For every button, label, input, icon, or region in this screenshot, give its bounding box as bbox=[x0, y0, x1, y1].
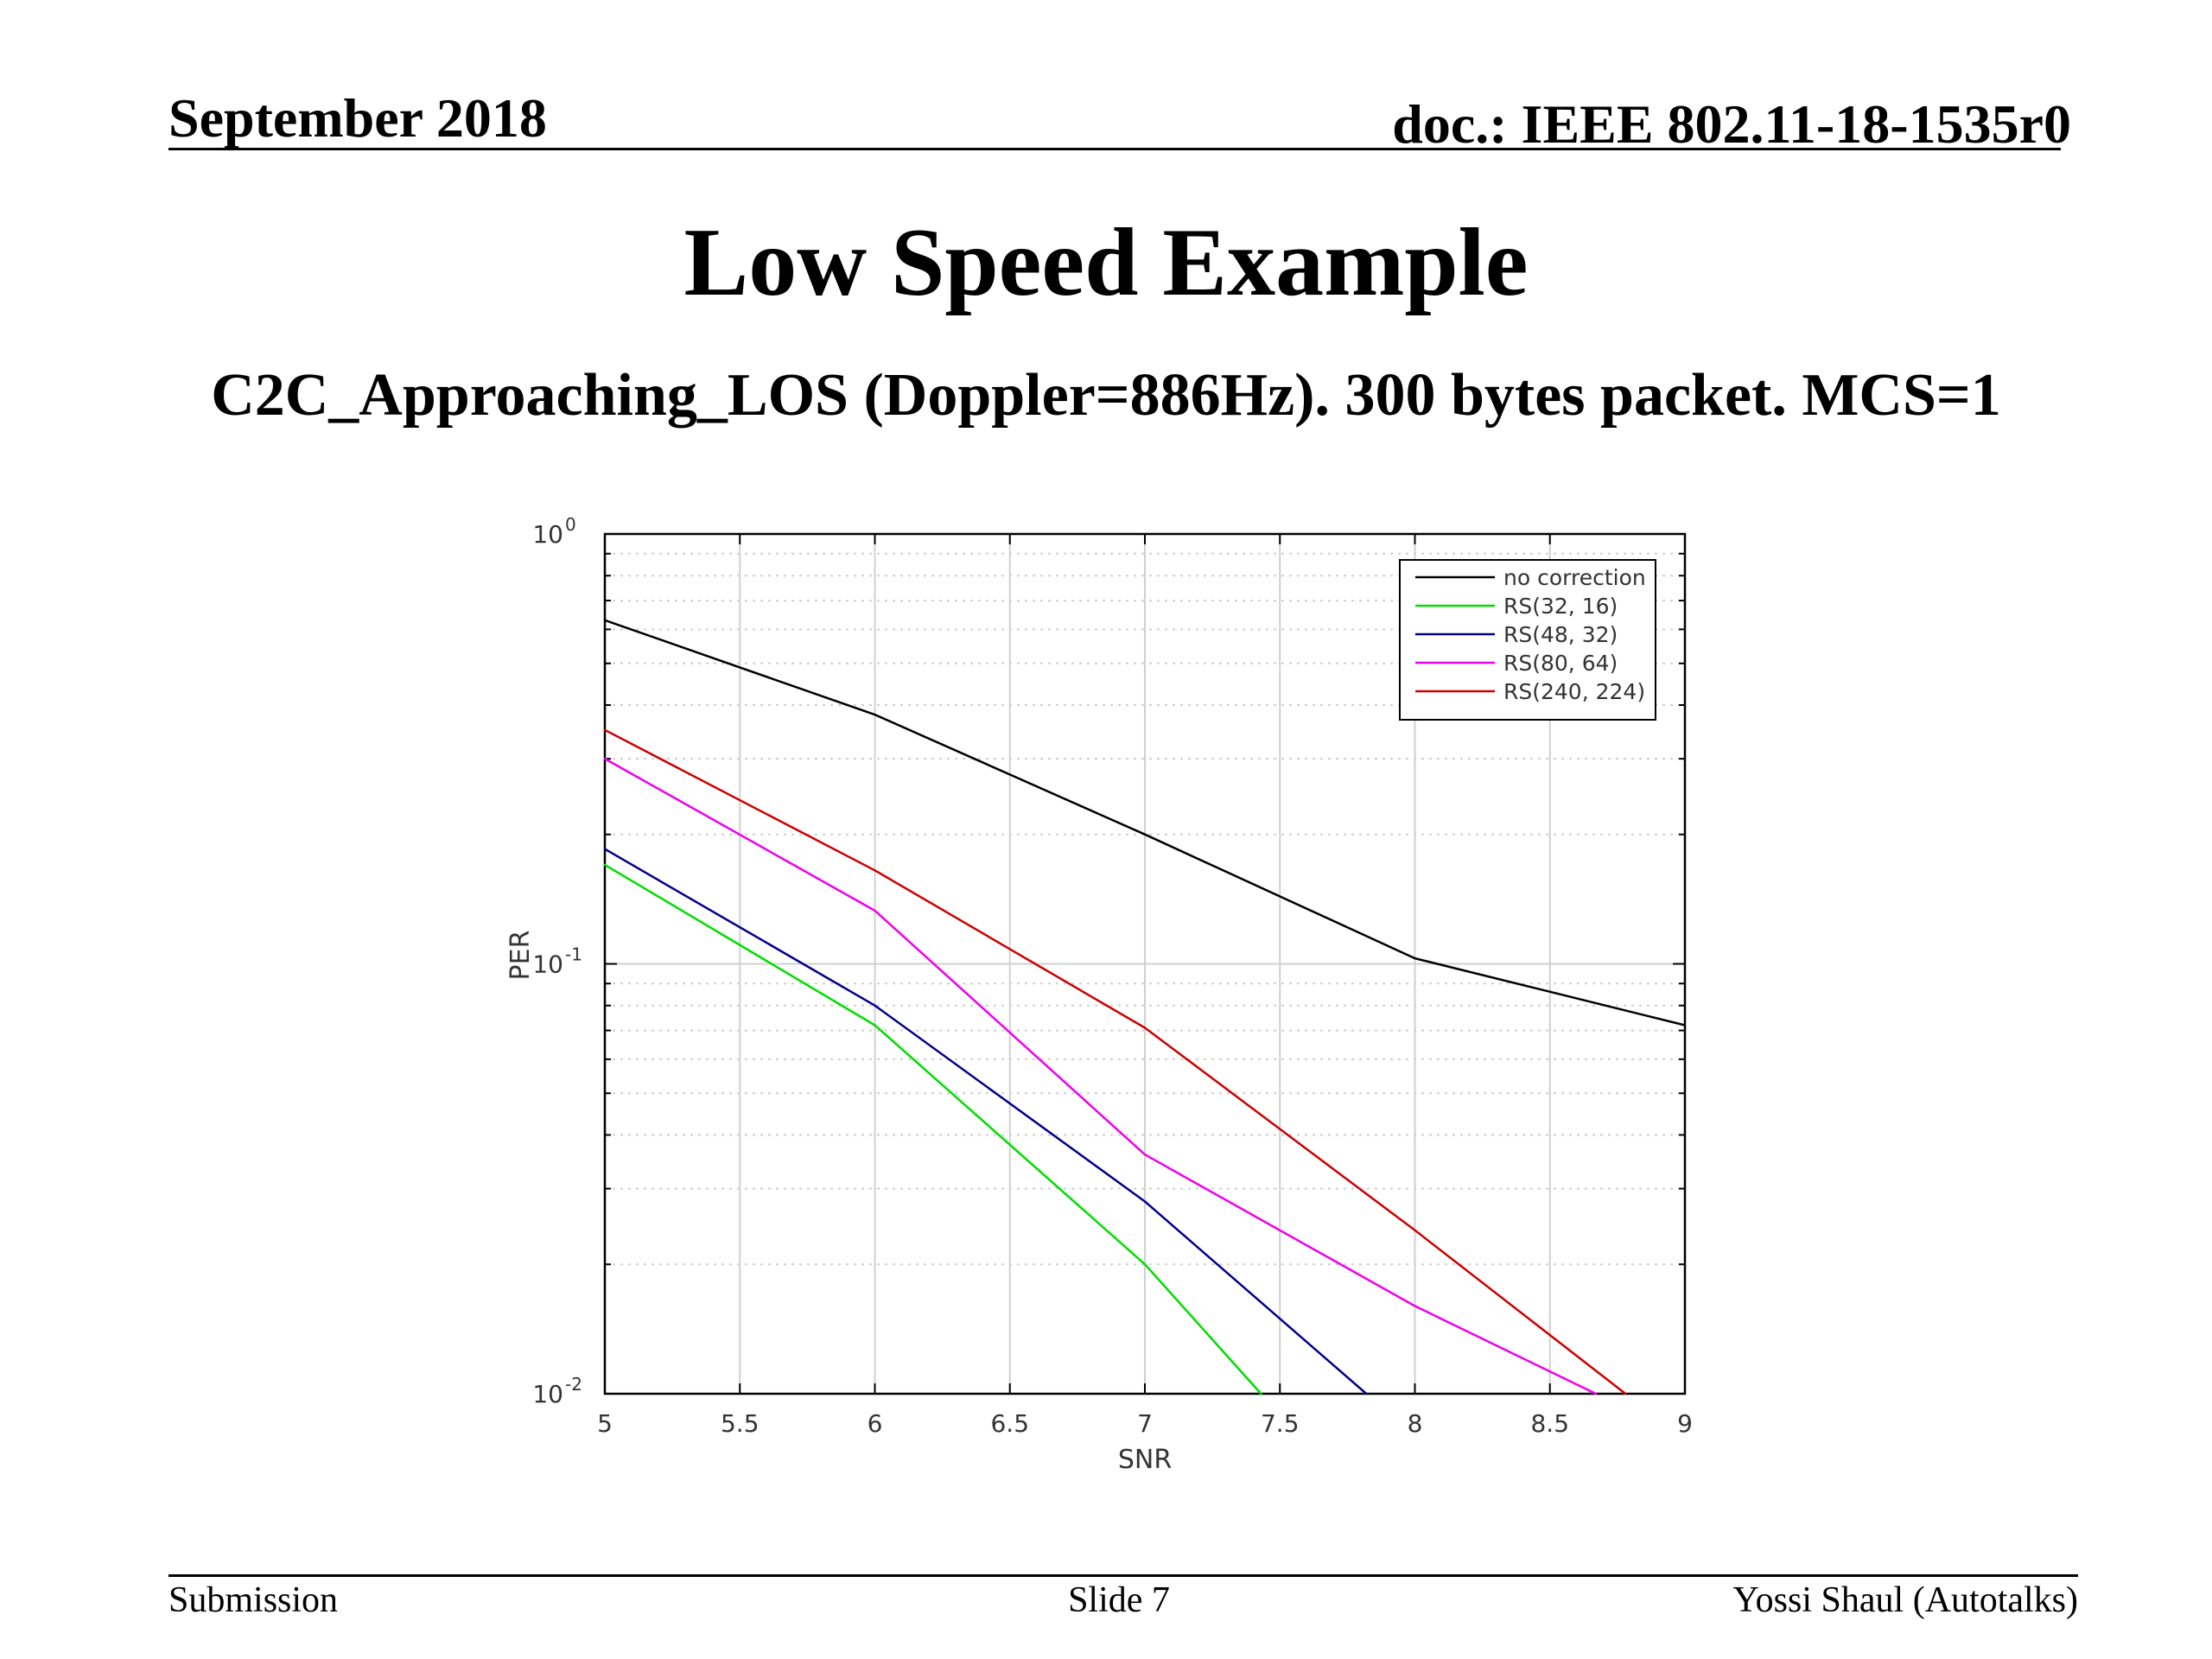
x-tick-label: 6 bbox=[868, 1409, 883, 1438]
x-tick-label: 6.5 bbox=[990, 1409, 1029, 1438]
y-axis-label: PER bbox=[505, 931, 536, 981]
y-tick-label-exponent: -2 bbox=[565, 1374, 582, 1395]
data-point bbox=[1143, 1200, 1147, 1203]
header-date: September 2018 bbox=[168, 87, 547, 149]
legend-entry: RS(80, 64) bbox=[1503, 651, 1618, 676]
data-point bbox=[603, 757, 607, 760]
data-point bbox=[1143, 1027, 1147, 1029]
data-point bbox=[1414, 1229, 1416, 1232]
slide-title: Low Speed Example bbox=[683, 209, 1529, 316]
data-point bbox=[874, 869, 876, 872]
data-point bbox=[1365, 1392, 1368, 1395]
x-tick-label: 7.5 bbox=[1261, 1409, 1300, 1438]
x-axis-label: SNR bbox=[1118, 1445, 1172, 1475]
legend-box bbox=[1399, 559, 1656, 721]
y-tick-label: 10 bbox=[532, 520, 563, 549]
y-tick-label: 10 bbox=[532, 1380, 563, 1408]
series-line-1 bbox=[604, 863, 1262, 1395]
data-point bbox=[603, 619, 607, 622]
y-tick-label: 10 bbox=[532, 950, 563, 979]
data-point bbox=[874, 1004, 876, 1007]
legend-entry: RS(48, 32) bbox=[1503, 622, 1618, 647]
footer-submission: Submission bbox=[168, 1580, 339, 1620]
y-tick-label-exponent: 0 bbox=[565, 514, 576, 535]
header-divider bbox=[168, 148, 2061, 150]
data-point bbox=[1143, 833, 1147, 836]
data-point bbox=[1624, 1392, 1627, 1395]
legend-entry: RS(32, 16) bbox=[1503, 594, 1618, 619]
data-point bbox=[874, 713, 876, 716]
data-point bbox=[1594, 1392, 1598, 1395]
x-tick-label: 5 bbox=[597, 1409, 613, 1438]
footer-slide-number: Slide 7 bbox=[1068, 1580, 1170, 1620]
data-point bbox=[1143, 1263, 1147, 1266]
data-point bbox=[874, 1024, 876, 1027]
footer-author: Yossi Shaul (Autotalks) bbox=[1732, 1580, 2078, 1620]
slide-subtitle: C2C_Approaching_LOS (Doppler=886Hz). 300… bbox=[211, 362, 2001, 429]
data-point bbox=[603, 848, 607, 850]
series-line-2 bbox=[604, 848, 1368, 1395]
x-tick-label: 5.5 bbox=[721, 1409, 760, 1438]
data-point bbox=[1143, 1154, 1147, 1156]
data-point bbox=[874, 909, 876, 912]
data-point bbox=[1260, 1392, 1262, 1395]
plot-frame bbox=[603, 532, 1687, 1395]
header-doc-id: doc.: IEEE 802.11-18-1535r0 bbox=[1392, 93, 2071, 155]
x-tick-label: 8 bbox=[1408, 1409, 1423, 1438]
data-point bbox=[1683, 1024, 1687, 1027]
x-tick-label: 8.5 bbox=[1530, 1409, 1569, 1438]
legend-entry: no correction bbox=[1503, 565, 1646, 590]
data-point bbox=[603, 728, 607, 732]
data-point bbox=[1414, 1305, 1416, 1307]
y-tick-label-exponent: -1 bbox=[565, 944, 582, 965]
x-tick-label: 9 bbox=[1677, 1409, 1693, 1438]
legend-entry: RS(240, 224) bbox=[1503, 679, 1645, 704]
data-point bbox=[603, 863, 607, 867]
footer-divider bbox=[168, 1574, 2078, 1577]
data-point bbox=[1414, 957, 1416, 960]
x-tick-label: 7 bbox=[1137, 1409, 1153, 1438]
